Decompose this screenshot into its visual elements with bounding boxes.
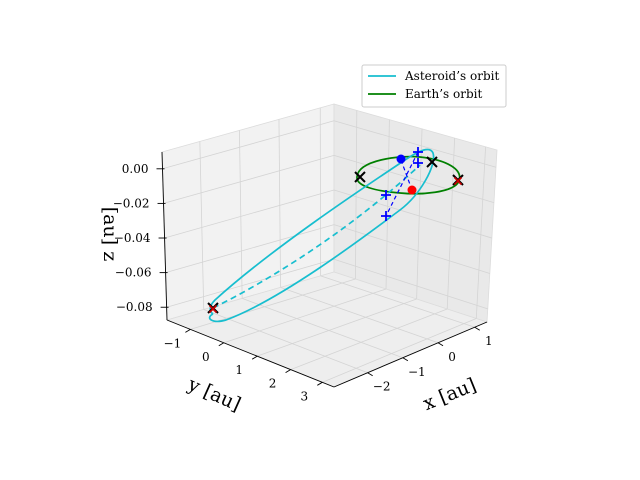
y-tick-label: 1 xyxy=(235,363,243,377)
red-x-marker xyxy=(453,176,463,186)
y-tick-mark xyxy=(317,381,323,386)
gridline xyxy=(242,298,403,359)
y-tick-label: −1 xyxy=(164,336,182,350)
blue-plus-marker xyxy=(381,211,391,221)
gridline xyxy=(333,155,495,204)
blue-plus-marker xyxy=(413,147,423,157)
asteroid-orbit-front xyxy=(208,148,435,323)
legend-label-earth: Earth’s orbit xyxy=(405,87,482,101)
gridline xyxy=(203,309,368,374)
y-tick-mark xyxy=(285,369,291,373)
y-tick-mark xyxy=(251,355,258,360)
gridline xyxy=(355,110,358,280)
x-tick-label: −2 xyxy=(373,380,391,394)
y-tick-mark xyxy=(185,328,191,333)
x-axis-line xyxy=(333,321,488,388)
gridline xyxy=(333,224,490,274)
z-axis-label: [au] z xyxy=(99,207,121,261)
z-ticks: 0.00 −0.02 −0.04 −0.06 −0.08 xyxy=(113,162,169,314)
gridline xyxy=(333,120,497,168)
gridline xyxy=(239,130,243,299)
x-tick-mark xyxy=(367,372,373,377)
x-tick-mark xyxy=(402,357,409,362)
y-tick-mark xyxy=(218,342,225,347)
y-ticks: −1 0 1 2 3 xyxy=(164,328,323,403)
gridline xyxy=(385,119,390,290)
blue-plus-marker xyxy=(413,158,423,168)
gridline xyxy=(166,258,335,308)
y-tick-label: 2 xyxy=(269,377,277,391)
z-tick-label: −0.06 xyxy=(115,266,152,280)
y-tick-label: 0 xyxy=(202,350,210,364)
legend-box xyxy=(361,64,507,108)
gridline xyxy=(320,275,475,328)
x-tick-label: 0 xyxy=(448,350,456,364)
gridline xyxy=(475,146,486,319)
red-dot-marker xyxy=(407,185,417,195)
z-tick-label: −0.02 xyxy=(113,196,150,210)
x-ticks: −2 −1 0 1 xyxy=(367,326,493,394)
y-axis-label: y [au] xyxy=(184,373,244,416)
x-tick-mark xyxy=(474,326,480,331)
x-axis-label: x [au] xyxy=(420,374,479,415)
gridline xyxy=(290,308,448,370)
gridline xyxy=(257,298,417,357)
gridline xyxy=(333,258,488,310)
y-axis-line xyxy=(166,319,335,388)
gridline xyxy=(165,224,335,274)
blue-dot-marker xyxy=(396,154,406,164)
gridline xyxy=(199,141,205,310)
connector-dashed-2 xyxy=(385,151,419,217)
black-x-marker xyxy=(354,171,366,183)
asteroid-orbit-back-dashed xyxy=(212,164,421,309)
markers xyxy=(207,147,464,314)
gridline xyxy=(164,189,335,239)
legend-label-asteroid: Asteroid’s orbit xyxy=(404,69,499,83)
z-tick-label: −0.04 xyxy=(114,231,151,245)
x-tick-label: −1 xyxy=(408,365,426,379)
z-tick-label: −0.08 xyxy=(116,300,153,314)
blue-plus-marker xyxy=(381,190,391,200)
z-tick-label: 0.00 xyxy=(122,162,149,176)
gridline xyxy=(278,119,281,288)
y-tick-label: 3 xyxy=(300,389,308,403)
gridline xyxy=(223,288,387,344)
gridline xyxy=(162,120,335,170)
x-tick-label: 1 xyxy=(485,334,493,348)
legend: Asteroid’s orbit Earth’s orbit xyxy=(361,64,507,108)
red-x-marker xyxy=(208,304,218,314)
gridline xyxy=(322,318,477,383)
gridline xyxy=(163,155,335,204)
connector-dashed xyxy=(400,159,413,191)
gridline xyxy=(280,286,439,344)
z-axis-line xyxy=(161,151,168,321)
black-x-marker xyxy=(426,156,438,168)
gridline xyxy=(333,189,492,239)
x-tick-mark xyxy=(437,342,444,347)
